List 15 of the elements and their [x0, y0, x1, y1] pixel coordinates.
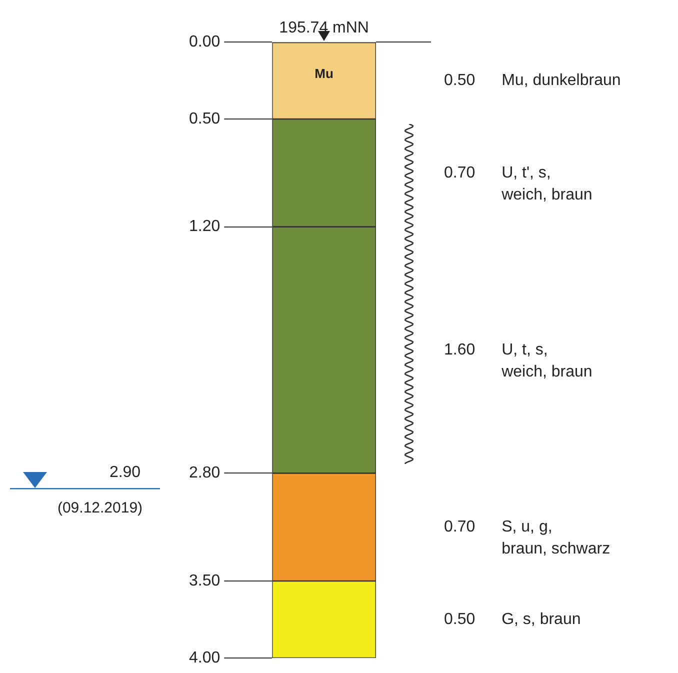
- text: 0.70 S, u, g, braun, schwarz: [444, 518, 610, 558]
- ref-line-label: 2.90: [109, 464, 141, 482]
- text: 0.50 Mu, dunkelbraun: [444, 72, 621, 89]
- y-tick-label: 0.00: [189, 33, 220, 50]
- chart-title: 195.74 mNN: [279, 19, 369, 36]
- annotation: Mu: [314, 66, 334, 82]
- y-tick-label: 0.50: [189, 110, 220, 128]
- y-tick-label: 2.80: [189, 464, 220, 482]
- text: 0.50 G, s, braun: [444, 610, 581, 628]
- y-tick-label: 4.00: [189, 649, 220, 666]
- y-tick-label: 1.20: [189, 218, 220, 236]
- text: 1.60 U, t, s, weich, braun: [444, 341, 592, 380]
- y-tick-label: 3.50: [189, 572, 220, 590]
- text: 0.70 U, t', s, weich, braun: [444, 164, 592, 204]
- annotation: (09.12.2019): [57, 500, 143, 517]
